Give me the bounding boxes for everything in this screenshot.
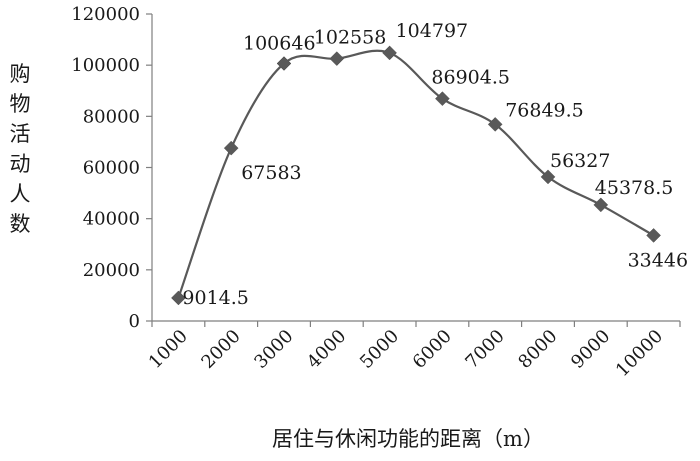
y-axis-title-char: 数	[10, 212, 31, 236]
x-tick-label: 8000	[514, 326, 561, 373]
y-axis: 0 20000 40000 60000 80000 100000 120000	[71, 4, 153, 332]
y-tick-label: 40000	[83, 209, 140, 230]
data-point-marker	[276, 56, 292, 71]
data-point-marker	[487, 117, 503, 132]
data-label: 56327	[550, 150, 610, 172]
y-axis-title-char: 活	[10, 122, 31, 146]
y-tick-label: 80000	[83, 106, 140, 127]
x-tick-label: 4000	[303, 326, 350, 373]
data-label: 45378.5	[595, 177, 674, 199]
x-tick-label: 2000	[197, 326, 244, 373]
data-label: 9014.5	[182, 287, 248, 309]
y-tick-label: 120000	[71, 4, 140, 25]
x-tick-label: 3000	[250, 326, 297, 373]
x-tick-label: 1000	[145, 326, 192, 373]
data-point-marker	[223, 140, 239, 156]
series	[171, 45, 661, 306]
y-tick-label: 100000	[71, 55, 140, 76]
x-axis-title: 居住与休闲功能的距离（m）	[272, 427, 544, 451]
y-axis-title-char: 购	[10, 62, 31, 86]
data-point-marker	[382, 45, 397, 61]
data-label: 76849.5	[505, 99, 584, 121]
data-point-marker	[593, 197, 609, 213]
x-tick-label: 7000	[461, 326, 508, 373]
data-point-marker	[540, 169, 556, 185]
y-tick-label: 60000	[83, 158, 140, 179]
x-axis: 1000 2000 3000 4000 5000 6000 7000 8000 90001000…	[145, 320, 681, 381]
data-label: 67583	[241, 162, 301, 184]
data-label: 100646	[243, 33, 316, 55]
data-point-marker	[329, 51, 345, 66]
x-tick-label: 9000	[567, 326, 614, 373]
x-tick-label: 6000	[409, 326, 456, 373]
series-line	[177, 49, 655, 299]
y-axis-title-char: 人	[10, 182, 31, 206]
y-axis-title-char: 动	[10, 152, 31, 176]
x-tick-label: 5000	[356, 326, 403, 373]
data-label: 33446	[628, 249, 688, 271]
data-point-marker	[171, 290, 186, 306]
y-tick-label: 20000	[83, 260, 140, 281]
data-label: 102558	[314, 27, 387, 49]
data-point-marker	[646, 228, 661, 243]
y-axis-title-char: 物	[10, 92, 31, 116]
y-tick-label: 0	[129, 311, 140, 332]
data-label: 86904.5	[431, 67, 510, 89]
data-label: 104797	[396, 20, 469, 42]
data-point-marker	[435, 91, 450, 107]
x-tick-label: 10000	[612, 326, 667, 381]
